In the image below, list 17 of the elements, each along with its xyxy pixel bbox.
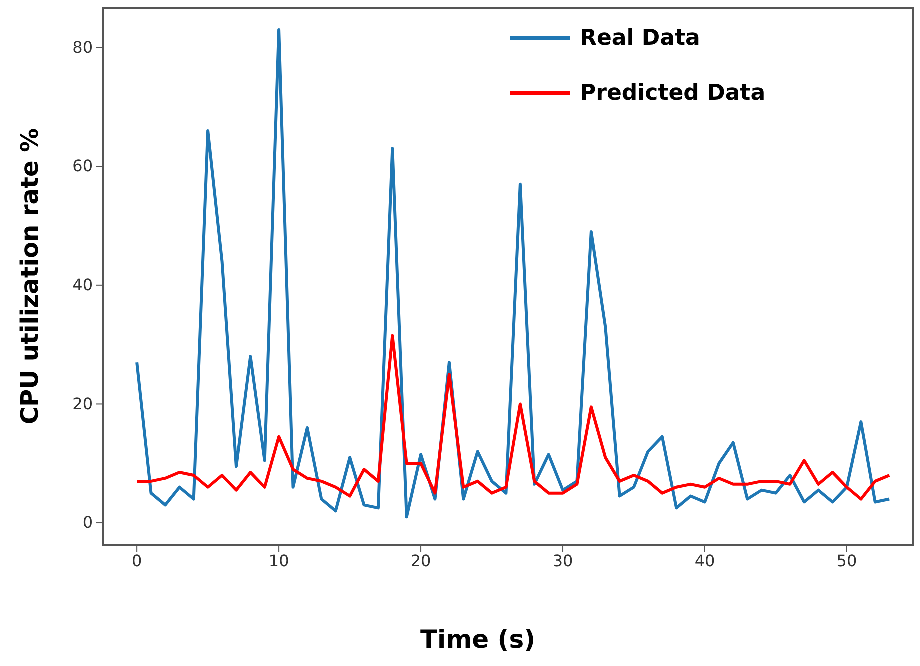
x-tick-label: 30 <box>552 551 574 570</box>
line-series <box>136 334 892 501</box>
x-tick-label: 40 <box>694 551 716 570</box>
x-tick-label: 20 <box>410 551 432 570</box>
x-tick-label: 10 <box>268 551 290 570</box>
y-tick-label: 0 <box>82 513 93 532</box>
legend-label: Predicted Data <box>580 81 766 106</box>
y-tick-label: 20 <box>72 394 93 414</box>
x-tick-label: 0 <box>132 551 142 570</box>
y-tick-label: 80 <box>72 38 93 57</box>
x-axis-title: Time (s) <box>420 625 536 654</box>
y-tick-label: 60 <box>72 156 93 176</box>
line-series <box>136 28 892 519</box>
x-tick-label: 50 <box>836 551 858 570</box>
legend-label: Real Data <box>580 26 700 51</box>
y-axis-title: CPU utilization rate % <box>16 128 44 425</box>
y-tick-label: 40 <box>72 276 93 295</box>
